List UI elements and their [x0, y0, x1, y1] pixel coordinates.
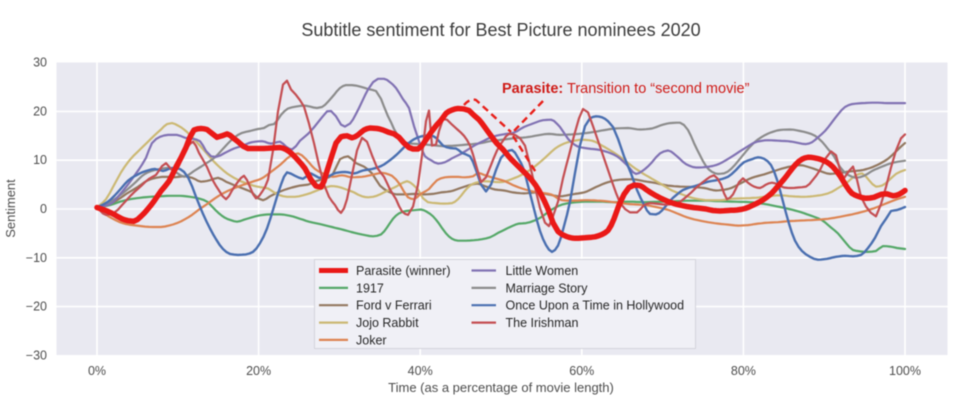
svg-text:0%: 0%	[88, 364, 106, 378]
svg-text:Joker: Joker	[356, 333, 387, 347]
svg-text:10: 10	[33, 153, 47, 167]
svg-text:0: 0	[40, 202, 47, 216]
svg-text:−20: −20	[26, 300, 47, 314]
svg-text:40%: 40%	[408, 364, 433, 378]
svg-text:20%: 20%	[246, 364, 271, 378]
svg-text:Sentiment: Sentiment	[3, 179, 18, 238]
svg-text:Ford v Ferrari: Ford v Ferrari	[356, 299, 432, 313]
svg-text:1917: 1917	[356, 281, 384, 295]
svg-text:Time (as a percentage of movie: Time (as a percentage of movie length)	[388, 380, 614, 395]
svg-text:20: 20	[33, 104, 47, 118]
svg-text:Jojo Rabbit: Jojo Rabbit	[356, 316, 419, 330]
svg-text:The Irishman: The Irishman	[506, 316, 579, 330]
svg-text:Subtitle sentiment for Best Pi: Subtitle sentiment for Best Picture nomi…	[301, 20, 700, 40]
svg-text:Parasite (winner): Parasite (winner)	[356, 264, 450, 278]
svg-text:Little Women: Little Women	[506, 264, 579, 278]
svg-text:Once Upon a Time in Hollywood: Once Upon a Time in Hollywood	[506, 299, 685, 313]
svg-text:−10: −10	[26, 251, 47, 265]
svg-text:30: 30	[33, 56, 47, 70]
svg-text:60%: 60%	[569, 364, 594, 378]
svg-text:100%: 100%	[889, 364, 921, 378]
svg-text:−30: −30	[26, 348, 47, 362]
svg-text:Marriage Story: Marriage Story	[506, 281, 589, 295]
svg-text:80%: 80%	[731, 364, 756, 378]
svg-text:Parasite: Transition to “secon: Parasite: Transition to “second movie”	[502, 81, 750, 97]
